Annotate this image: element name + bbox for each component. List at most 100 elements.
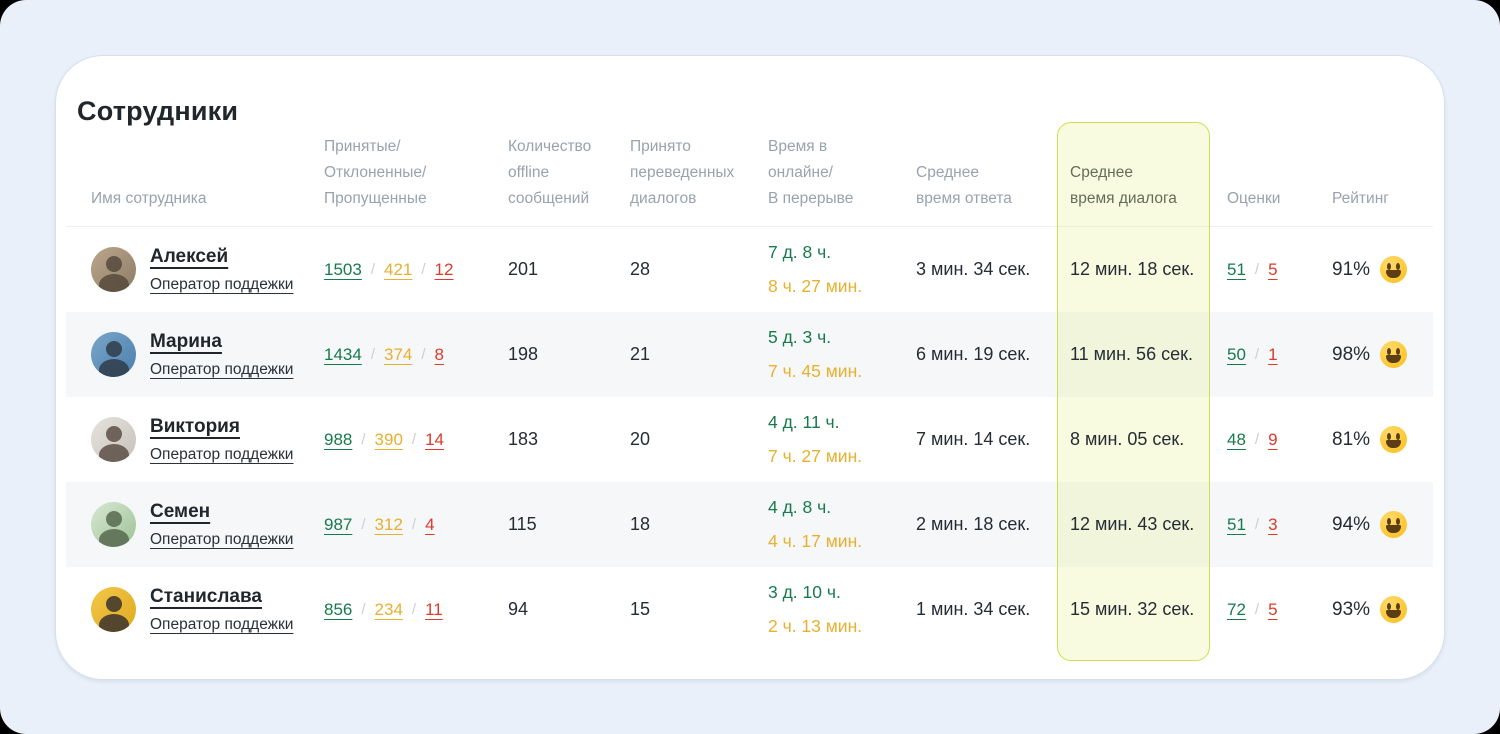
column-header-name: Имя сотрудника xyxy=(91,190,207,207)
accepted-rejected-missed-cell: 1503 / 421 / 12 xyxy=(324,260,508,280)
rating-cell: 91% xyxy=(1322,256,1435,283)
page-title: Сотрудники xyxy=(77,96,239,126)
employee-cell: Семен Оператор поддежки xyxy=(91,501,324,549)
transferred-dialogs-cell: 21 xyxy=(630,344,651,364)
ratings-cell: 51 / 5 xyxy=(1210,260,1322,280)
rating-cell: 81% xyxy=(1322,426,1435,453)
separator: / xyxy=(1254,261,1260,278)
table-row: Станислава Оператор поддежки 856 / 234 /… xyxy=(66,567,1433,652)
positive-ratings-link[interactable]: 50 xyxy=(1227,344,1246,364)
rating-percent: 91% xyxy=(1332,258,1371,280)
ratings-cell: 50 / 1 xyxy=(1210,345,1322,365)
rejected-count-link[interactable]: 421 xyxy=(384,259,413,279)
separator: / xyxy=(370,346,375,363)
avatar xyxy=(91,587,136,632)
avatar xyxy=(91,417,136,462)
employee-cell: Алексей Оператор поддежки xyxy=(91,246,324,294)
time-online-value: 7 д. 8 ч. xyxy=(768,242,832,262)
negative-ratings-link[interactable]: 5 xyxy=(1268,259,1278,279)
accepted-count-link[interactable]: 987 xyxy=(324,514,353,534)
employee-cell: Виктория Оператор поддежки xyxy=(91,416,324,464)
offline-messages-cell: 94 xyxy=(508,599,529,619)
time-online-cell: 3 д. 10 ч. 2 ч. 13 мин. xyxy=(768,582,916,637)
avatar-head-shape xyxy=(105,426,122,442)
employee-role-link[interactable]: Оператор поддежки xyxy=(150,275,294,293)
missed-count-link[interactable]: 11 xyxy=(425,599,443,619)
accepted-count-link[interactable]: 988 xyxy=(324,429,353,449)
column-header-offline-messages: Количество offline сообщений xyxy=(508,138,592,207)
separator: / xyxy=(361,601,366,618)
table-rows: Алексей Оператор поддежки 1503 / 421 / 1… xyxy=(66,227,1433,652)
employee-role-link[interactable]: Оператор поддежки xyxy=(150,445,294,463)
rating-cell: 93% xyxy=(1322,596,1435,623)
avatar-body-shape xyxy=(98,529,129,547)
happy-face-icon xyxy=(1380,511,1408,538)
missed-count-link[interactable]: 4 xyxy=(425,514,435,534)
accepted-count-link[interactable]: 856 xyxy=(324,599,353,619)
negative-ratings-link[interactable]: 3 xyxy=(1268,514,1278,534)
positive-ratings-link[interactable]: 51 xyxy=(1227,514,1246,534)
rejected-count-link[interactable]: 390 xyxy=(374,429,403,449)
negative-ratings-link[interactable]: 5 xyxy=(1268,599,1278,619)
avg-response-cell: 1 мин. 34 сек. xyxy=(916,599,1031,619)
rating-percent: 81% xyxy=(1332,428,1371,450)
table-header-row: Имя сотрудника Принятые/ Отклоненные/ Пр… xyxy=(66,127,1433,227)
positive-ratings-link[interactable]: 48 xyxy=(1227,429,1246,449)
employee-name-link[interactable]: Семен xyxy=(150,500,211,522)
avg-dialog-cell: 8 мин. 05 сек. xyxy=(1070,429,1185,449)
separator: / xyxy=(361,431,366,448)
time-online-value: 3 д. 10 ч. xyxy=(768,582,841,602)
rejected-count-link[interactable]: 374 xyxy=(384,344,413,364)
employee-role-link[interactable]: Оператор поддежки xyxy=(150,615,294,633)
avatar xyxy=(91,247,136,292)
ratings-cell: 48 / 9 xyxy=(1210,430,1322,450)
employee-name-link[interactable]: Виктория xyxy=(150,415,240,437)
offline-messages-cell: 201 xyxy=(508,259,539,279)
happy-face-icon xyxy=(1380,341,1408,368)
accepted-count-link[interactable]: 1434 xyxy=(324,344,362,364)
missed-count-link[interactable]: 14 xyxy=(425,429,445,449)
transferred-dialogs-cell: 18 xyxy=(630,514,651,534)
separator: / xyxy=(411,431,417,448)
negative-ratings-link[interactable]: 9 xyxy=(1268,429,1278,449)
rejected-count-link[interactable]: 234 xyxy=(374,599,403,619)
accepted-rejected-missed-cell: 988 / 390 / 14 xyxy=(324,430,508,450)
accepted-rejected-missed-cell: 856 / 234 / 11 xyxy=(324,600,508,620)
positive-ratings-link[interactable]: 51 xyxy=(1227,259,1246,279)
avg-dialog-cell: 11 мин. 56 сек. xyxy=(1070,344,1193,364)
time-online-cell: 4 д. 11 ч. 7 ч. 27 мин. xyxy=(768,412,916,467)
rejected-count-link[interactable]: 312 xyxy=(374,514,403,534)
positive-ratings-link[interactable]: 72 xyxy=(1227,599,1246,619)
employee-name-link[interactable]: Марина xyxy=(150,330,222,352)
avg-response-cell: 2 мин. 18 сек. xyxy=(916,514,1031,534)
column-header-ratings: Оценки xyxy=(1227,190,1281,207)
happy-face-icon xyxy=(1380,596,1408,623)
ratings-cell: 51 / 3 xyxy=(1210,515,1322,535)
column-header-accepted: Принятые/ Отклоненные/ Пропущенные xyxy=(324,138,427,207)
negative-ratings-link[interactable]: 1 xyxy=(1268,344,1278,364)
rating-percent: 98% xyxy=(1332,343,1371,365)
column-header-transferred-dialogs: Принято переведенных диалогов xyxy=(630,138,735,207)
employees-card: Сотрудники Имя сотрудника Принятые/ Откл… xyxy=(55,55,1445,680)
table-row: Виктория Оператор поддежки 988 / 390 / 1… xyxy=(66,397,1433,482)
table-row: Семен Оператор поддежки 987 / 312 / 4 11… xyxy=(66,482,1433,567)
avatar-body-shape xyxy=(98,359,129,377)
employee-name-link[interactable]: Станислава xyxy=(150,585,262,607)
missed-count-link[interactable]: 8 xyxy=(434,344,445,364)
avg-response-cell: 3 мин. 34 сек. xyxy=(916,259,1031,279)
time-online-value: 4 д. 8 ч. xyxy=(768,497,832,517)
avatar-body-shape xyxy=(98,274,129,292)
avatar xyxy=(91,502,136,547)
column-header-time-online: Время в онлайне/ В перерыве xyxy=(768,138,854,207)
employee-role-link[interactable]: Оператор поддежки xyxy=(150,530,294,548)
avatar-body-shape xyxy=(98,444,129,462)
employee-role-link[interactable]: Оператор поддежки xyxy=(150,360,294,378)
time-break-value: 2 ч. 13 мин. xyxy=(768,616,863,636)
accepted-count-link[interactable]: 1503 xyxy=(324,259,362,279)
separator: / xyxy=(1254,431,1260,448)
time-online-cell: 4 д. 8 ч. 4 ч. 17 мин. xyxy=(768,497,916,552)
offline-messages-cell: 198 xyxy=(508,344,539,364)
employee-name-link[interactable]: Алексей xyxy=(150,245,229,267)
missed-count-link[interactable]: 12 xyxy=(434,259,454,279)
